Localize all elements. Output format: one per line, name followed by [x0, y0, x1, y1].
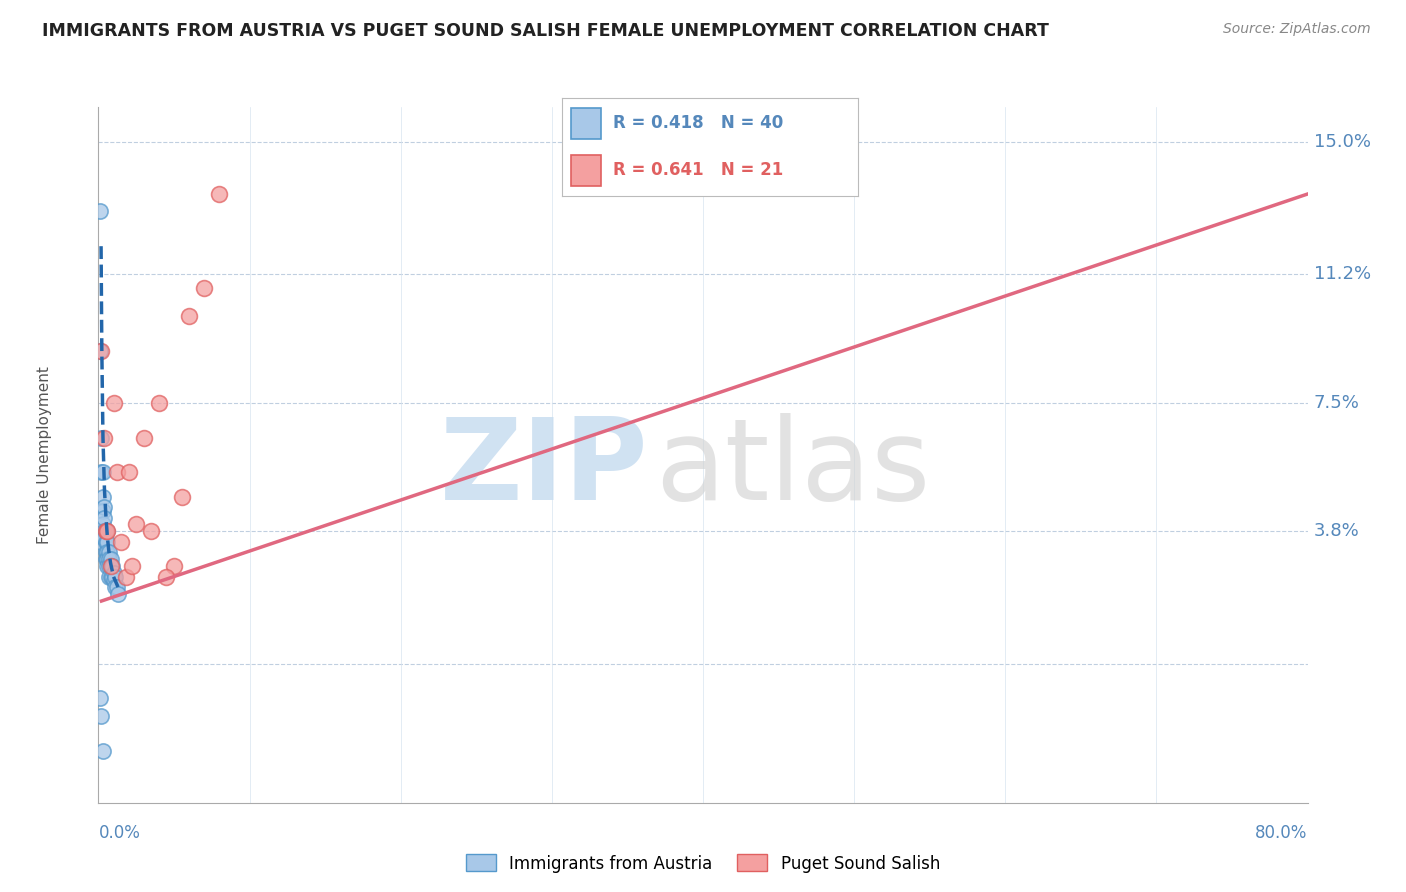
Bar — [571, 108, 600, 139]
Point — [98, 559, 121, 574]
Point — [90, 534, 112, 549]
Point — [98, 569, 121, 583]
Point — [91, 503, 114, 517]
Text: R = 0.418   N = 40: R = 0.418 N = 40 — [613, 114, 783, 132]
Point — [98, 552, 121, 566]
Point — [177, 309, 201, 323]
Point — [90, 343, 112, 358]
Point — [94, 534, 117, 549]
Point — [94, 552, 117, 566]
Point — [193, 281, 215, 295]
Point — [155, 569, 177, 583]
Text: 3.8%: 3.8% — [1313, 523, 1360, 541]
Point — [110, 534, 132, 549]
Point — [105, 466, 128, 480]
Point — [93, 510, 115, 524]
Point — [208, 187, 231, 202]
Point — [132, 430, 155, 444]
Point — [100, 559, 122, 574]
Legend: Immigrants from Austria, Puget Sound Salish: Immigrants from Austria, Puget Sound Sal… — [460, 847, 946, 880]
Point — [103, 395, 125, 409]
Point — [96, 545, 118, 559]
Point — [89, 343, 111, 358]
Point — [101, 559, 124, 574]
Point — [104, 569, 127, 583]
Point — [103, 573, 125, 587]
Point — [141, 524, 163, 539]
Point — [118, 466, 141, 480]
Point — [94, 524, 117, 539]
Point — [114, 569, 136, 583]
Point — [100, 552, 122, 566]
Point — [91, 490, 114, 504]
Point — [91, 744, 114, 758]
Point — [89, 691, 111, 706]
Text: 0.0%: 0.0% — [98, 823, 141, 842]
Text: 80.0%: 80.0% — [1256, 823, 1308, 842]
Point — [98, 545, 121, 559]
Point — [90, 430, 112, 444]
Point — [125, 517, 148, 532]
Point — [90, 466, 112, 480]
Point — [93, 524, 115, 539]
Point — [148, 395, 170, 409]
Text: atlas: atlas — [655, 413, 929, 524]
Bar — [571, 155, 600, 186]
Point — [93, 430, 115, 444]
Point — [96, 524, 118, 539]
Text: 15.0%: 15.0% — [1313, 133, 1371, 151]
Point — [96, 552, 118, 566]
Text: 7.5%: 7.5% — [1313, 393, 1360, 412]
Point — [104, 580, 127, 594]
Point — [93, 500, 115, 514]
Point — [89, 204, 111, 219]
Point — [93, 532, 115, 546]
Point — [96, 559, 118, 574]
Point — [103, 566, 125, 581]
Text: Female Unemployment: Female Unemployment — [37, 366, 52, 544]
Point — [100, 569, 122, 583]
Point — [105, 580, 128, 594]
Point — [100, 559, 122, 574]
Point — [91, 517, 114, 532]
Text: ZIP: ZIP — [440, 413, 648, 524]
Point — [121, 559, 143, 574]
Point — [96, 524, 118, 539]
Point — [170, 490, 193, 504]
Point — [94, 545, 117, 559]
Point — [163, 559, 186, 574]
Point — [101, 569, 124, 583]
Text: 11.2%: 11.2% — [1313, 265, 1371, 283]
Text: IMMIGRANTS FROM AUSTRIA VS PUGET SOUND SALISH FEMALE UNEMPLOYMENT CORRELATION CH: IMMIGRANTS FROM AUSTRIA VS PUGET SOUND S… — [42, 22, 1049, 40]
Text: Source: ZipAtlas.com: Source: ZipAtlas.com — [1223, 22, 1371, 37]
Text: R = 0.641   N = 21: R = 0.641 N = 21 — [613, 161, 783, 179]
Point — [94, 524, 117, 539]
Point — [96, 534, 118, 549]
Point — [91, 466, 114, 480]
Point — [107, 587, 129, 601]
Point — [90, 708, 112, 723]
